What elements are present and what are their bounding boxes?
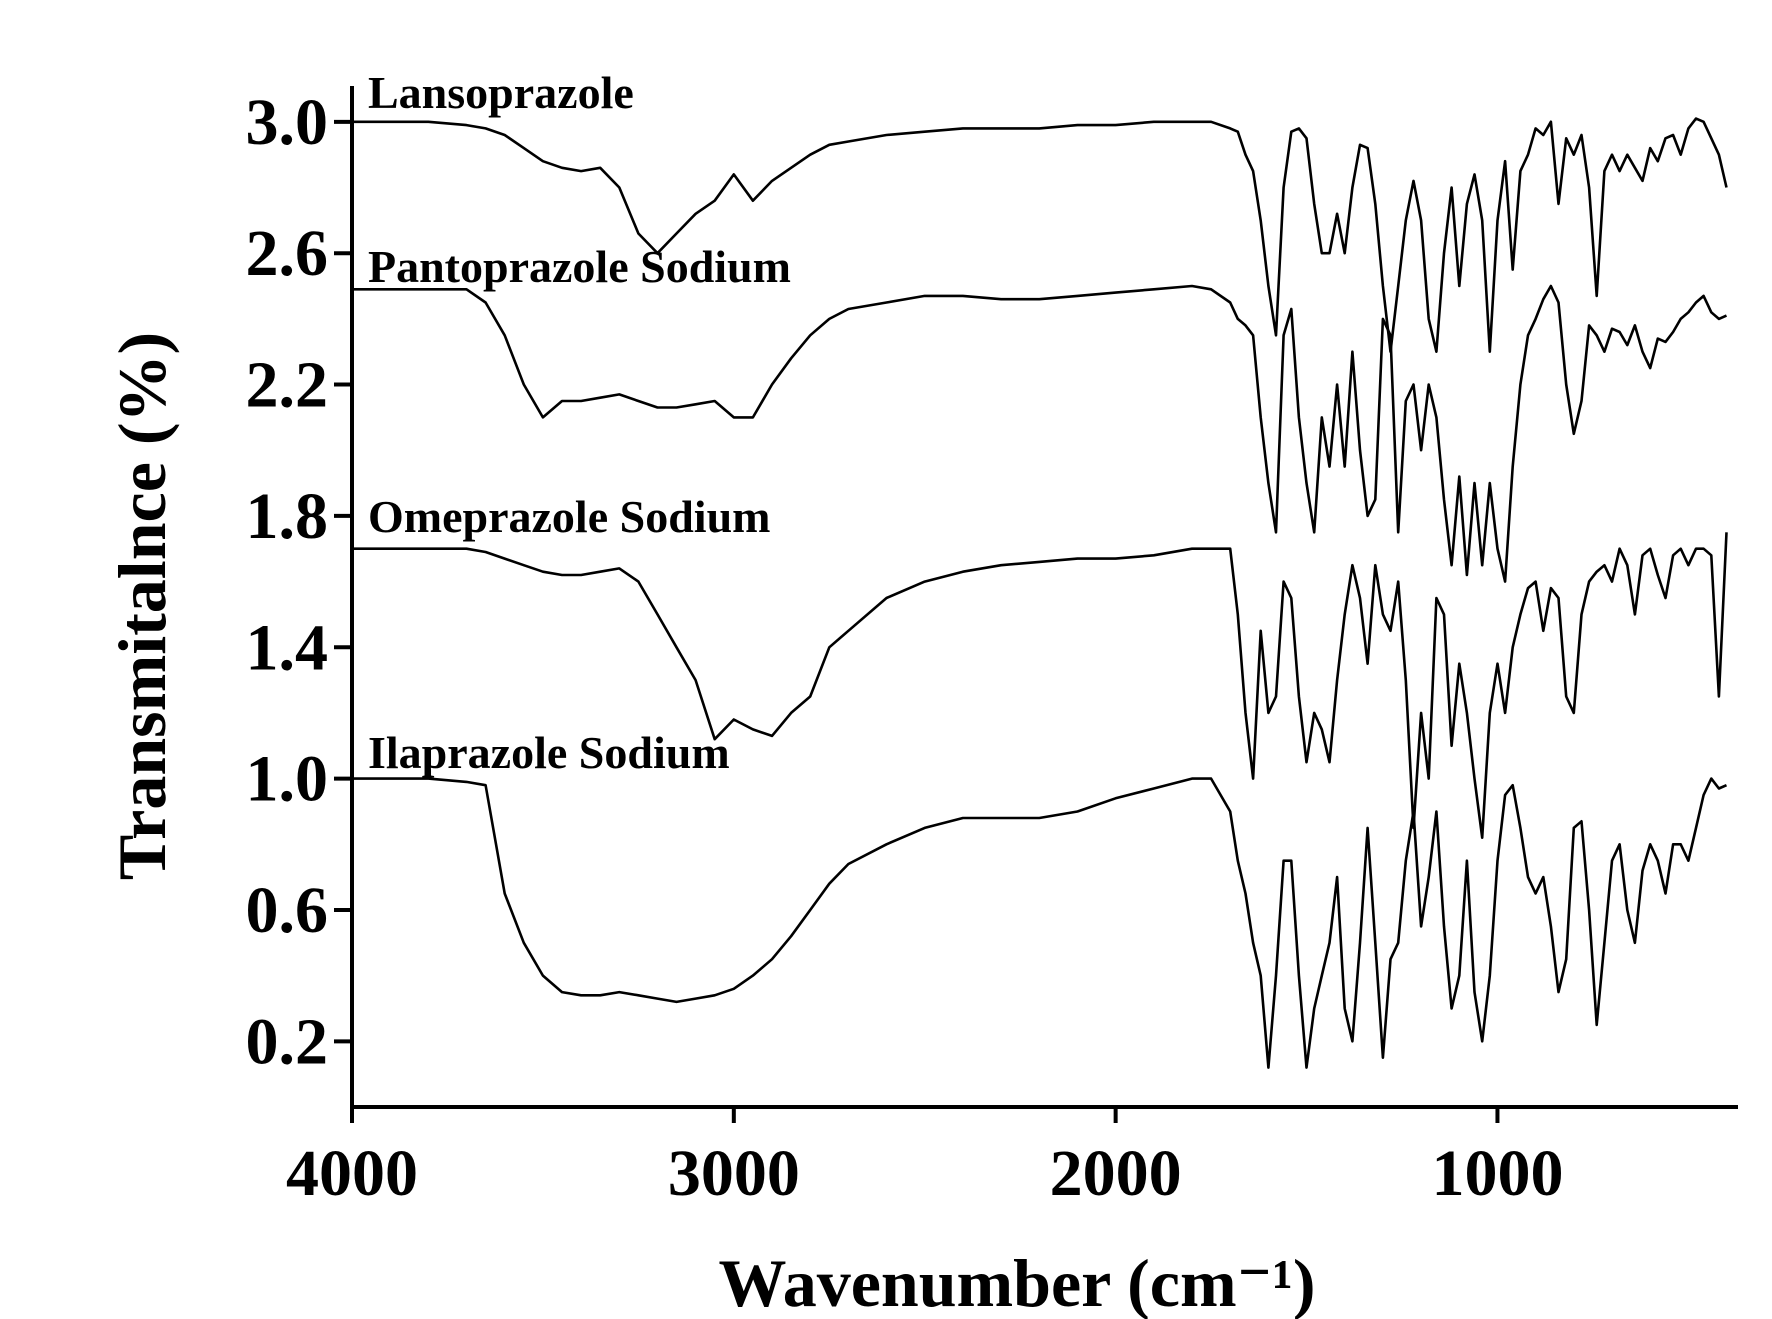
- y-tick-label: 0.6: [246, 874, 329, 947]
- x-tick-label: 3000: [668, 1137, 800, 1210]
- y-tick-label: 0.2: [246, 1005, 329, 1078]
- x-tick-label: 1000: [1431, 1137, 1563, 1210]
- x-tick-label: 2000: [1050, 1137, 1182, 1210]
- spectrum-line: [352, 284, 1728, 583]
- y-tick-label: 3.0: [246, 86, 329, 159]
- series-label: Omeprazole Sodium: [368, 491, 770, 542]
- y-tick-label: 2.2: [246, 349, 329, 422]
- series-label: Lansoprazole: [368, 67, 634, 118]
- spectrum-line: [352, 777, 1728, 1069]
- spectrum-line: [352, 117, 1728, 353]
- y-tick-label: 1.0: [246, 743, 329, 816]
- y-tick-label: 1.8: [246, 480, 329, 553]
- x-tick-label: 4000: [286, 1137, 418, 1210]
- x-axis-title: Wavenumber (cm⁻¹): [718, 1245, 1315, 1319]
- y-tick-label: 1.4: [246, 611, 329, 684]
- series-label: Pantoprazole Sodium: [368, 241, 791, 292]
- spectrum-line: [352, 532, 1728, 839]
- y-tick-label: 2.6: [246, 217, 329, 290]
- series-label: Ilaprazole Sodium: [368, 727, 730, 778]
- y-axis-title: Transmitalnce (%): [104, 332, 180, 880]
